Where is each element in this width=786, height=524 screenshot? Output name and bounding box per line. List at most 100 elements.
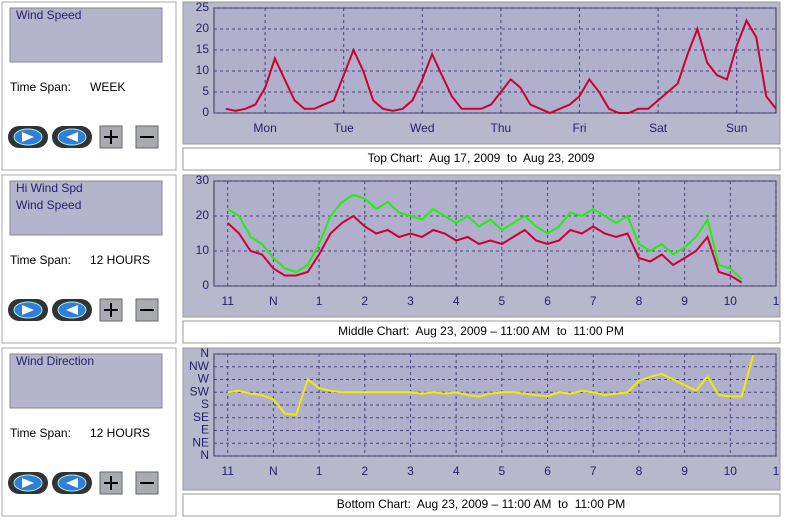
series-list bbox=[9, 180, 163, 236]
y-tick-label: 30 bbox=[196, 173, 210, 187]
previous-button[interactable] bbox=[8, 126, 48, 148]
chart-caption: Bottom Chart: Aug 23, 2009 – 11:00 AM to… bbox=[337, 497, 625, 511]
arrow-icon bbox=[66, 478, 78, 488]
arrow-icon bbox=[22, 132, 34, 142]
series-list-item: Wind Speed bbox=[16, 198, 81, 212]
button-icon bbox=[104, 476, 118, 490]
y-tick-label: 15 bbox=[196, 42, 210, 56]
y-tick-label: N bbox=[200, 346, 209, 360]
y-tick-label: 20 bbox=[196, 21, 210, 35]
series-list-item: Wind Direction bbox=[16, 354, 94, 368]
y-tick-label: 20 bbox=[196, 208, 210, 222]
x-tick-label: Wed bbox=[410, 121, 434, 135]
time-span-label: Time Span: bbox=[10, 80, 71, 94]
x-tick-label: 1 bbox=[773, 464, 780, 478]
plot-area bbox=[213, 180, 777, 287]
x-tick-label: Sat bbox=[649, 121, 668, 135]
x-tick-label: 8 bbox=[636, 294, 643, 308]
y-tick-label: 10 bbox=[196, 243, 210, 257]
zoom-in-button[interactable] bbox=[99, 471, 123, 495]
time-span-label: Time Span: bbox=[10, 253, 71, 267]
data-line bbox=[227, 214, 743, 284]
x-tick-label: 5 bbox=[499, 464, 506, 478]
y-tick-label: NW bbox=[189, 359, 210, 373]
zoom-out-button[interactable] bbox=[135, 125, 159, 149]
x-tick-label: Sun bbox=[726, 121, 747, 135]
arrow-icon bbox=[22, 478, 34, 488]
series-list bbox=[9, 7, 163, 63]
previous-button[interactable] bbox=[8, 299, 48, 321]
y-tick-label: W bbox=[198, 372, 210, 386]
plot-area bbox=[213, 7, 777, 114]
y-tick-label: N bbox=[200, 448, 209, 462]
x-tick-label: Thu bbox=[491, 121, 512, 135]
chart-caption: Middle Chart: Aug 23, 2009 – 11:00 AM to… bbox=[338, 324, 624, 338]
x-tick-label: 7 bbox=[590, 294, 597, 308]
y-tick-label: 10 bbox=[196, 63, 210, 77]
caption-box bbox=[182, 147, 781, 171]
data-line bbox=[227, 193, 743, 280]
x-tick-label: 8 bbox=[636, 464, 643, 478]
x-tick-label: 10 bbox=[724, 464, 738, 478]
arrow-icon bbox=[66, 305, 78, 315]
x-tick-label: 6 bbox=[544, 464, 551, 478]
y-tick-label: S bbox=[201, 397, 209, 411]
x-tick-label: Tue bbox=[334, 121, 355, 135]
y-tick-label: 0 bbox=[202, 105, 209, 119]
arrow-icon bbox=[22, 305, 34, 315]
y-tick-label: NE bbox=[192, 435, 209, 449]
y-tick-label: 5 bbox=[202, 84, 209, 98]
series-list bbox=[9, 353, 163, 409]
y-tick-label: E bbox=[201, 423, 209, 437]
x-tick-label: 3 bbox=[407, 464, 414, 478]
y-tick-label: 0 bbox=[202, 278, 209, 292]
x-tick-label: 10 bbox=[724, 294, 738, 308]
caption-box bbox=[182, 493, 781, 517]
x-tick-label: 1 bbox=[316, 464, 323, 478]
previous-button[interactable] bbox=[8, 472, 48, 494]
data-line bbox=[225, 18, 777, 115]
x-tick-label: 11 bbox=[221, 464, 234, 478]
x-tick-label: 5 bbox=[499, 294, 506, 308]
button-icon bbox=[104, 130, 118, 144]
time-span-value: WEEK bbox=[90, 80, 125, 94]
x-tick-label: 7 bbox=[590, 464, 597, 478]
x-tick-label: 6 bbox=[544, 294, 551, 308]
caption-box bbox=[182, 320, 781, 344]
y-tick-label: 25 bbox=[196, 0, 210, 14]
x-tick-label: 3 bbox=[407, 294, 414, 308]
x-tick-label: N bbox=[269, 464, 278, 478]
series-list-item: Wind Speed bbox=[16, 8, 81, 22]
zoom-in-button[interactable] bbox=[99, 125, 123, 149]
button-icon bbox=[104, 303, 118, 317]
time-span-label: Time Span: bbox=[10, 426, 71, 440]
arrow-icon bbox=[66, 132, 78, 142]
x-tick-label: 1 bbox=[316, 294, 323, 308]
x-tick-label: 1 bbox=[773, 294, 780, 308]
x-tick-label: 9 bbox=[681, 464, 688, 478]
next-button[interactable] bbox=[52, 472, 92, 494]
y-tick-label: SE bbox=[193, 410, 209, 424]
data-line bbox=[227, 355, 755, 416]
chart-caption: Top Chart: Aug 17, 2009 to Aug 23, 2009 bbox=[368, 151, 595, 165]
x-tick-label: 4 bbox=[453, 294, 460, 308]
y-tick-label: SW bbox=[190, 384, 210, 398]
zoom-out-button[interactable] bbox=[135, 471, 159, 495]
next-button[interactable] bbox=[52, 126, 92, 148]
series-list-item: Hi Wind Spd bbox=[16, 181, 83, 195]
x-tick-label: Mon bbox=[253, 121, 276, 135]
zoom-in-button[interactable] bbox=[99, 298, 123, 322]
x-tick-label: 2 bbox=[361, 294, 368, 308]
x-tick-label: 2 bbox=[361, 464, 368, 478]
x-tick-label: 4 bbox=[453, 464, 460, 478]
x-tick-label: 9 bbox=[681, 294, 688, 308]
zoom-out-button[interactable] bbox=[135, 298, 159, 322]
x-tick-label: N bbox=[269, 294, 278, 308]
next-button[interactable] bbox=[52, 299, 92, 321]
time-span-value: 12 HOURS bbox=[90, 253, 150, 267]
x-tick-label: 11 bbox=[221, 294, 234, 308]
time-span-value: 12 HOURS bbox=[90, 426, 150, 440]
x-tick-label: Fri bbox=[572, 121, 586, 135]
